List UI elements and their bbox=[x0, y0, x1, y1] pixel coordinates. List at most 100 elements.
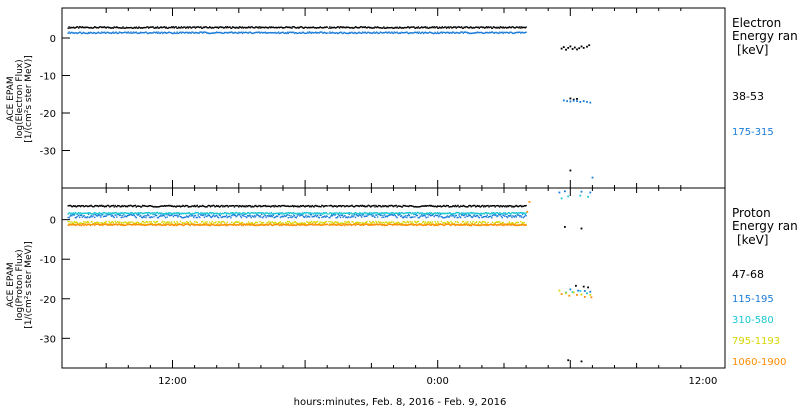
data-point bbox=[228, 26, 230, 28]
data-point bbox=[357, 213, 359, 215]
data-point bbox=[141, 212, 144, 215]
data-point bbox=[580, 190, 583, 193]
data-point bbox=[203, 216, 206, 218]
data-point bbox=[267, 205, 269, 208]
data-point bbox=[253, 27, 255, 29]
data-point bbox=[418, 223, 420, 226]
data-point bbox=[277, 26, 280, 28]
data-point bbox=[207, 214, 209, 216]
data-point bbox=[270, 223, 272, 225]
data-point bbox=[370, 27, 373, 29]
data-point bbox=[461, 205, 464, 208]
data-point bbox=[477, 26, 480, 28]
data-point bbox=[190, 222, 192, 224]
data-point bbox=[287, 223, 289, 226]
data-point bbox=[209, 221, 211, 223]
data-point bbox=[517, 221, 519, 224]
data-point bbox=[248, 26, 251, 28]
data-point bbox=[445, 212, 447, 215]
data-point bbox=[508, 223, 510, 225]
data-point bbox=[312, 26, 314, 28]
data-point bbox=[187, 32, 190, 34]
data-point bbox=[109, 222, 111, 224]
data-point bbox=[150, 223, 152, 225]
data-point bbox=[403, 31, 405, 34]
data-point bbox=[361, 26, 363, 28]
data-point bbox=[169, 26, 171, 29]
data-point bbox=[128, 223, 130, 226]
data-point bbox=[193, 212, 196, 215]
data-point bbox=[169, 221, 171, 223]
data-point bbox=[90, 221, 92, 223]
data-point bbox=[158, 215, 160, 218]
data-point bbox=[485, 26, 488, 28]
data-point bbox=[173, 214, 175, 217]
data-point bbox=[111, 205, 114, 207]
data-point bbox=[125, 205, 127, 208]
data-point bbox=[326, 215, 328, 218]
data-point bbox=[364, 26, 366, 28]
data-point bbox=[191, 205, 193, 207]
data-point bbox=[467, 212, 469, 214]
data-point bbox=[402, 224, 404, 226]
data-point bbox=[475, 215, 477, 218]
data-point bbox=[184, 223, 186, 225]
data-point bbox=[361, 216, 363, 218]
data-point bbox=[506, 213, 508, 215]
data-point bbox=[159, 223, 161, 225]
data-point bbox=[353, 26, 356, 29]
data-point bbox=[190, 32, 192, 34]
data-point bbox=[513, 32, 515, 35]
data-point bbox=[135, 223, 137, 225]
data-point bbox=[276, 223, 278, 226]
data-point bbox=[268, 31, 270, 34]
data-point bbox=[462, 220, 465, 223]
data-point bbox=[282, 31, 284, 33]
data-point bbox=[346, 217, 349, 219]
data-point bbox=[308, 206, 311, 208]
data-point bbox=[182, 204, 184, 207]
data-point bbox=[497, 221, 499, 224]
data-point bbox=[80, 205, 83, 207]
data-point bbox=[580, 45, 583, 48]
data-point bbox=[227, 216, 229, 218]
data-point bbox=[461, 214, 464, 216]
data-point bbox=[451, 32, 453, 34]
data-point bbox=[110, 223, 113, 226]
data-point bbox=[431, 221, 434, 223]
data-point bbox=[145, 224, 147, 226]
data-point bbox=[132, 31, 135, 33]
data-point bbox=[450, 224, 452, 227]
data-point bbox=[194, 224, 197, 226]
data-point bbox=[195, 221, 198, 223]
data-point bbox=[258, 216, 260, 218]
data-point bbox=[430, 26, 432, 29]
data-point bbox=[334, 205, 336, 207]
data-point bbox=[198, 216, 200, 218]
data-point bbox=[478, 224, 480, 226]
data-point bbox=[445, 27, 448, 29]
data-point bbox=[451, 206, 453, 208]
data-point bbox=[84, 205, 86, 207]
data-point bbox=[71, 212, 73, 214]
data-point bbox=[366, 27, 368, 29]
data-point bbox=[428, 223, 430, 225]
data-point bbox=[395, 204, 397, 207]
data-point bbox=[128, 213, 130, 215]
data-point bbox=[525, 212, 527, 214]
data-point bbox=[110, 224, 112, 226]
data-point bbox=[465, 221, 467, 223]
data-point bbox=[193, 224, 196, 227]
data-point bbox=[457, 221, 459, 224]
data-point bbox=[506, 31, 508, 33]
data-point bbox=[256, 224, 259, 227]
data-point bbox=[186, 31, 189, 34]
data-point bbox=[283, 32, 285, 34]
data-point bbox=[501, 222, 503, 224]
data-point bbox=[353, 27, 355, 29]
data-point bbox=[422, 205, 425, 207]
data-point bbox=[387, 212, 389, 214]
data-point bbox=[338, 222, 340, 225]
data-point bbox=[392, 212, 394, 214]
data-point bbox=[423, 213, 426, 215]
